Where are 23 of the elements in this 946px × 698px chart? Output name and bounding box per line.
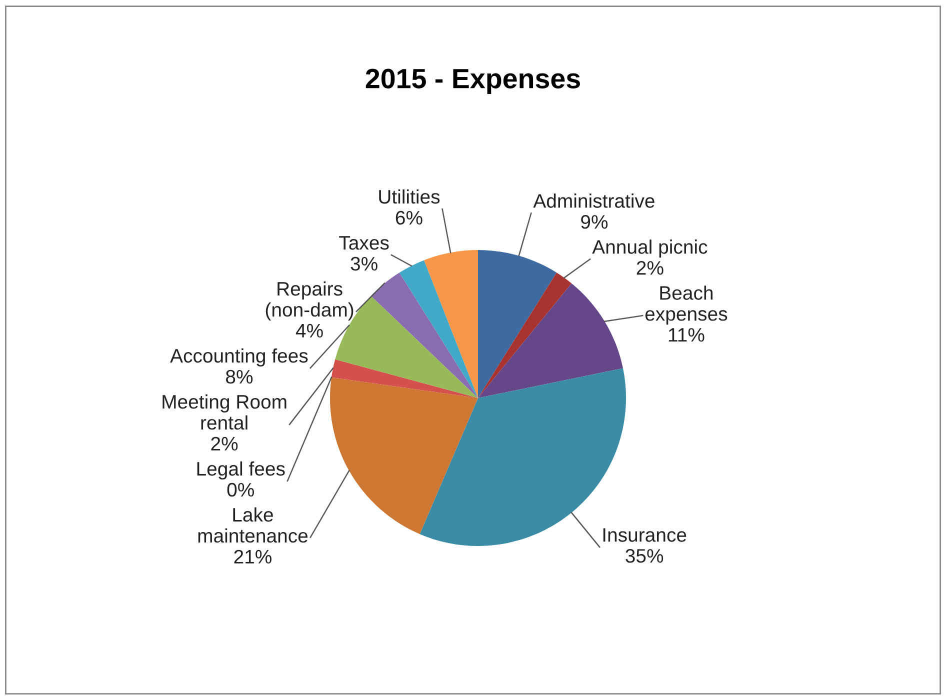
- data-label: 21%: [234, 550, 272, 564]
- slice-label: Administrative: [533, 194, 654, 208]
- data-label: 9%: [581, 215, 608, 229]
- data-label: 3%: [350, 256, 378, 271]
- data-label: 4%: [296, 324, 323, 338]
- slice-label: Annual picnic: [592, 240, 708, 258]
- slice-label: Insurance: [603, 528, 686, 542]
- text: 0%: [227, 482, 254, 497]
- data-label: 35%: [626, 549, 664, 563]
- data-label: 8%: [226, 370, 253, 384]
- slice-label: Repairs (non-dam): [266, 281, 354, 320]
- slice-label: Beach expenses: [645, 286, 728, 325]
- chart-title: 2015 - Expenses: [366, 68, 580, 94]
- data-label: 2%: [211, 436, 238, 451]
- data-label: 6%: [396, 210, 422, 225]
- category-label: Legal fees: [197, 461, 285, 480]
- slice-label: Utilities: [379, 189, 440, 204]
- slice-label: Accounting fees: [170, 348, 308, 367]
- data-label: 2%: [636, 261, 664, 275]
- slice-label: Meeting Room rental: [162, 394, 286, 430]
- data-label: 11%: [668, 328, 704, 342]
- slice-label: Taxes: [339, 236, 389, 250]
- slice-label: Lake maintenance: [198, 507, 308, 543]
